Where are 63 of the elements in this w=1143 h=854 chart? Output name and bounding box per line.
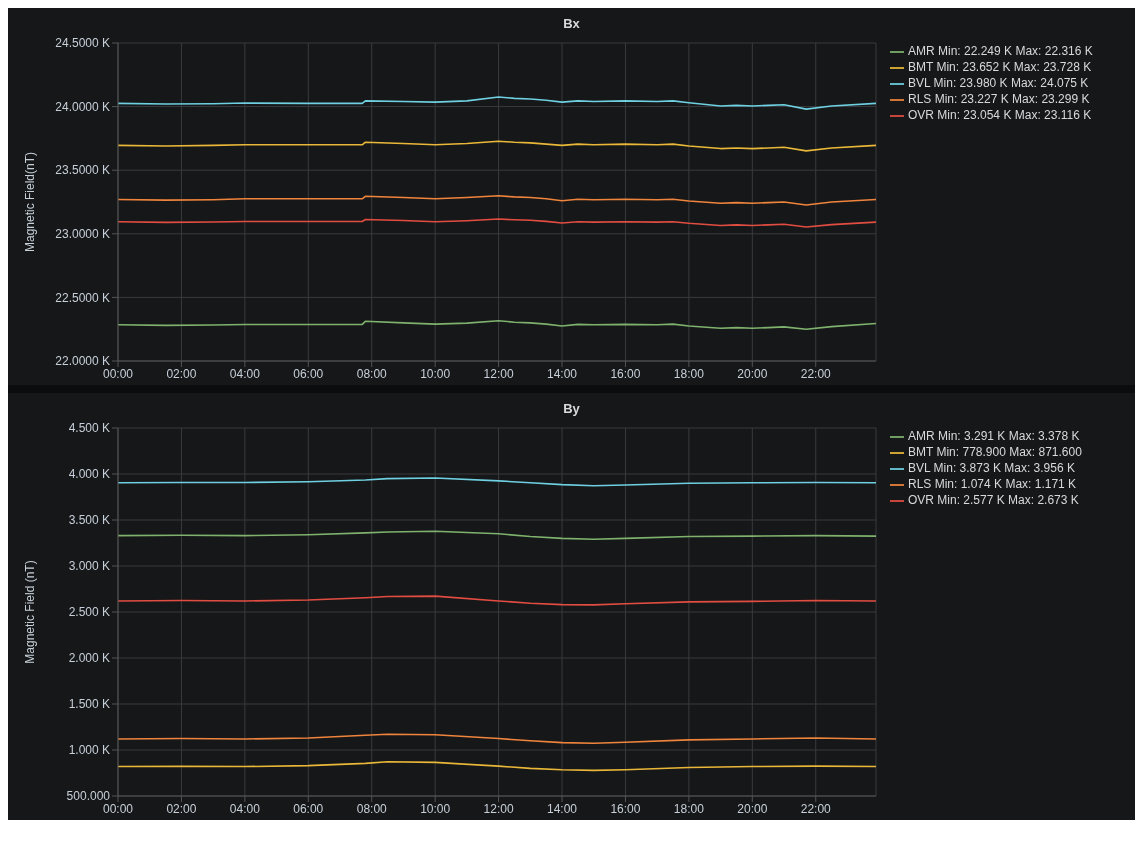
legend-label: OVR Min: 23.054 K Max: 23.116 K — [908, 108, 1092, 122]
line-series — [118, 477, 876, 487]
x-tick-label: 22:00 — [800, 366, 832, 381]
y-tick-label: 3.000 K — [68, 559, 110, 574]
x-tick-label: 00:00 — [102, 801, 134, 816]
line-series — [118, 761, 876, 772]
y-tick-label: 22.5000 K — [55, 290, 110, 305]
x-tick-label: 06:00 — [293, 801, 324, 816]
x-tick-label: 10:00 — [420, 366, 451, 381]
y-tick-label: 1.000 K — [68, 743, 110, 758]
x-tick-label: 10:00 — [420, 801, 451, 816]
y-tick-label: 500.000 — [66, 789, 111, 804]
line-series — [118, 96, 876, 110]
x-tick-label: 18:00 — [673, 801, 705, 816]
line-series — [118, 320, 876, 331]
y-tick-label: 4.500 K — [68, 421, 110, 436]
x-tick-label: 04:00 — [229, 366, 261, 381]
x-tick-label: 14:00 — [547, 366, 578, 381]
y-axis-title: Magnetic Field (nT) — [23, 560, 38, 664]
x-tick-label: 20:00 — [737, 366, 768, 381]
legend-label: OVR Min: 2.577 K Max: 2.673 K — [908, 493, 1079, 507]
line-series — [118, 140, 876, 152]
y-tick-label: 2.000 K — [68, 651, 110, 666]
y-tick-label: 1.500 K — [68, 697, 110, 712]
x-tick-label: 12:00 — [483, 801, 514, 816]
y-tick-label: 2.500 K — [68, 605, 110, 620]
legend-label: BVL Min: 3.873 K Max: 3.956 K — [908, 461, 1075, 475]
x-tick-label: 08:00 — [356, 801, 388, 816]
y-axis-title: Magnetic Field(nT) — [23, 151, 38, 253]
y-tick-label: 22.0000 K — [55, 354, 110, 369]
y-tick-label: 23.5000 K — [55, 163, 110, 178]
y-tick-label: 4.000 K — [68, 467, 110, 482]
legend-label: AMR Min: 3.291 K Max: 3.378 K — [908, 429, 1080, 443]
legend-label: RLS Min: 1.074 K Max: 1.171 K — [908, 477, 1077, 491]
chart-title: By — [562, 400, 581, 418]
legend-label: RLS Min: 23.227 K Max: 23.299 K — [908, 92, 1090, 106]
x-tick-label: 06:00 — [293, 366, 324, 381]
y-tick-label: 24.0000 K — [55, 99, 110, 114]
legend-label: AMR Min: 22.249 K Max: 22.316 K — [908, 44, 1093, 58]
legend-label: BMT Min: 23.652 K Max: 23.728 K — [908, 60, 1092, 74]
y-tick-label: 3.500 K — [68, 513, 110, 528]
x-tick-label: 08:00 — [356, 366, 388, 381]
x-tick-label: 12:00 — [483, 366, 514, 381]
line-series — [118, 530, 876, 541]
y-tick-label: 24.5000 K — [55, 36, 110, 51]
x-tick-label: 22:00 — [800, 801, 832, 816]
line-series — [118, 218, 876, 228]
x-tick-label: 16:00 — [610, 366, 641, 381]
legend-label: BVL Min: 23.980 K Max: 24.075 K — [908, 76, 1089, 90]
x-tick-label: 16:00 — [610, 801, 641, 816]
x-tick-label: 02:00 — [166, 801, 197, 816]
x-tick-label: 04:00 — [229, 801, 261, 816]
chart-title: Bx — [562, 15, 581, 33]
x-tick-label: 20:00 — [737, 801, 768, 816]
line-series — [118, 194, 876, 206]
line-series — [118, 733, 876, 744]
legend-label: BMT Min: 778.900 Max: 871.600 — [908, 445, 1082, 459]
x-tick-label: 00:00 — [102, 366, 134, 381]
line-series — [118, 595, 876, 606]
x-tick-label: 14:00 — [547, 801, 578, 816]
x-tick-label: 18:00 — [673, 366, 705, 381]
y-tick-label: 23.0000 K — [55, 227, 110, 242]
x-tick-label: 02:00 — [166, 366, 197, 381]
